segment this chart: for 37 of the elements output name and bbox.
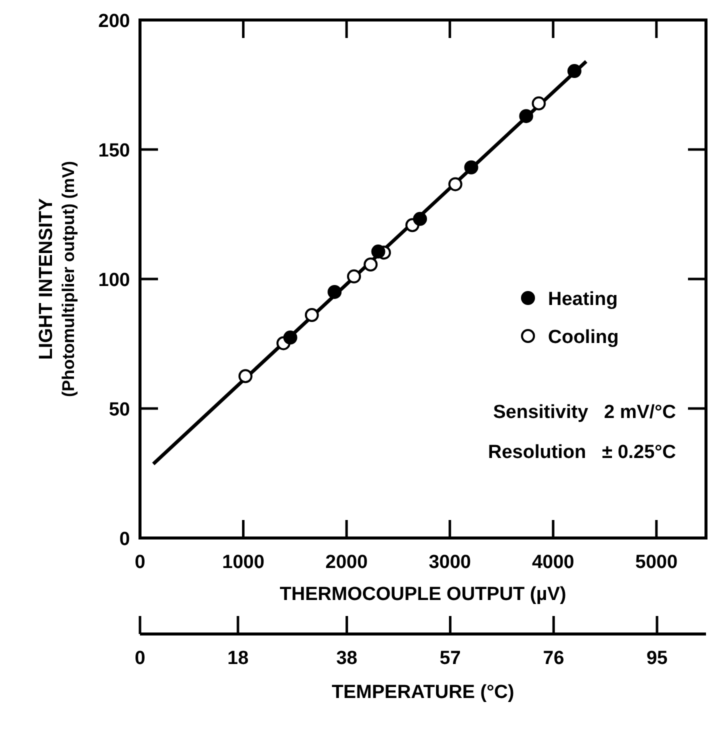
x2-tick-label: 38: [336, 648, 358, 669]
x-tick-label: 4000: [532, 552, 574, 573]
point: [283, 330, 298, 345]
point: [364, 257, 378, 272]
point: [519, 109, 534, 124]
legend-label: Cooling: [548, 327, 619, 348]
x2-tick-label: 95: [646, 648, 668, 669]
y-tick-label: 0: [119, 529, 130, 550]
point: [328, 284, 342, 299]
annotation: Sensitivity 2 mV/°C: [493, 402, 676, 423]
y-tick-label: 200: [98, 11, 130, 32]
point: [464, 160, 478, 174]
y-axis-title: LIGHT INTENSITY (Photomultiplier output) (mV): [36, 160, 78, 398]
y-tick-label: 50: [108, 400, 130, 420]
point: [448, 177, 462, 192]
x2-tick-label: 76: [543, 648, 564, 669]
x-tick-label: 5000: [635, 552, 678, 573]
point: [304, 308, 319, 322]
point: [371, 244, 386, 259]
x-tick-label: 1000: [222, 552, 264, 573]
y-tick-label: 100: [98, 270, 130, 291]
point: [347, 269, 362, 284]
x2-tick-label: 0: [134, 648, 146, 669]
x2-axis-title: TEMPERATURE (°C): [332, 682, 514, 703]
x2-tick-label: 18: [227, 648, 249, 669]
annotation: Resolution ± 0.25°C: [488, 442, 676, 463]
x-tick-label: 0: [134, 552, 146, 573]
point: [413, 212, 428, 226]
point: [567, 64, 582, 78]
x2-tick-label: 57: [440, 648, 461, 669]
y-tick-label: 150: [98, 140, 130, 162]
x-axis-title: THERMOCOUPLE OUTPUT (µV): [280, 584, 566, 605]
legend-label: Heating: [548, 289, 618, 310]
x-tick-label: 2000: [325, 552, 368, 573]
point: [238, 369, 252, 384]
x-tick-label: 3000: [428, 552, 471, 573]
point: [532, 96, 546, 110]
